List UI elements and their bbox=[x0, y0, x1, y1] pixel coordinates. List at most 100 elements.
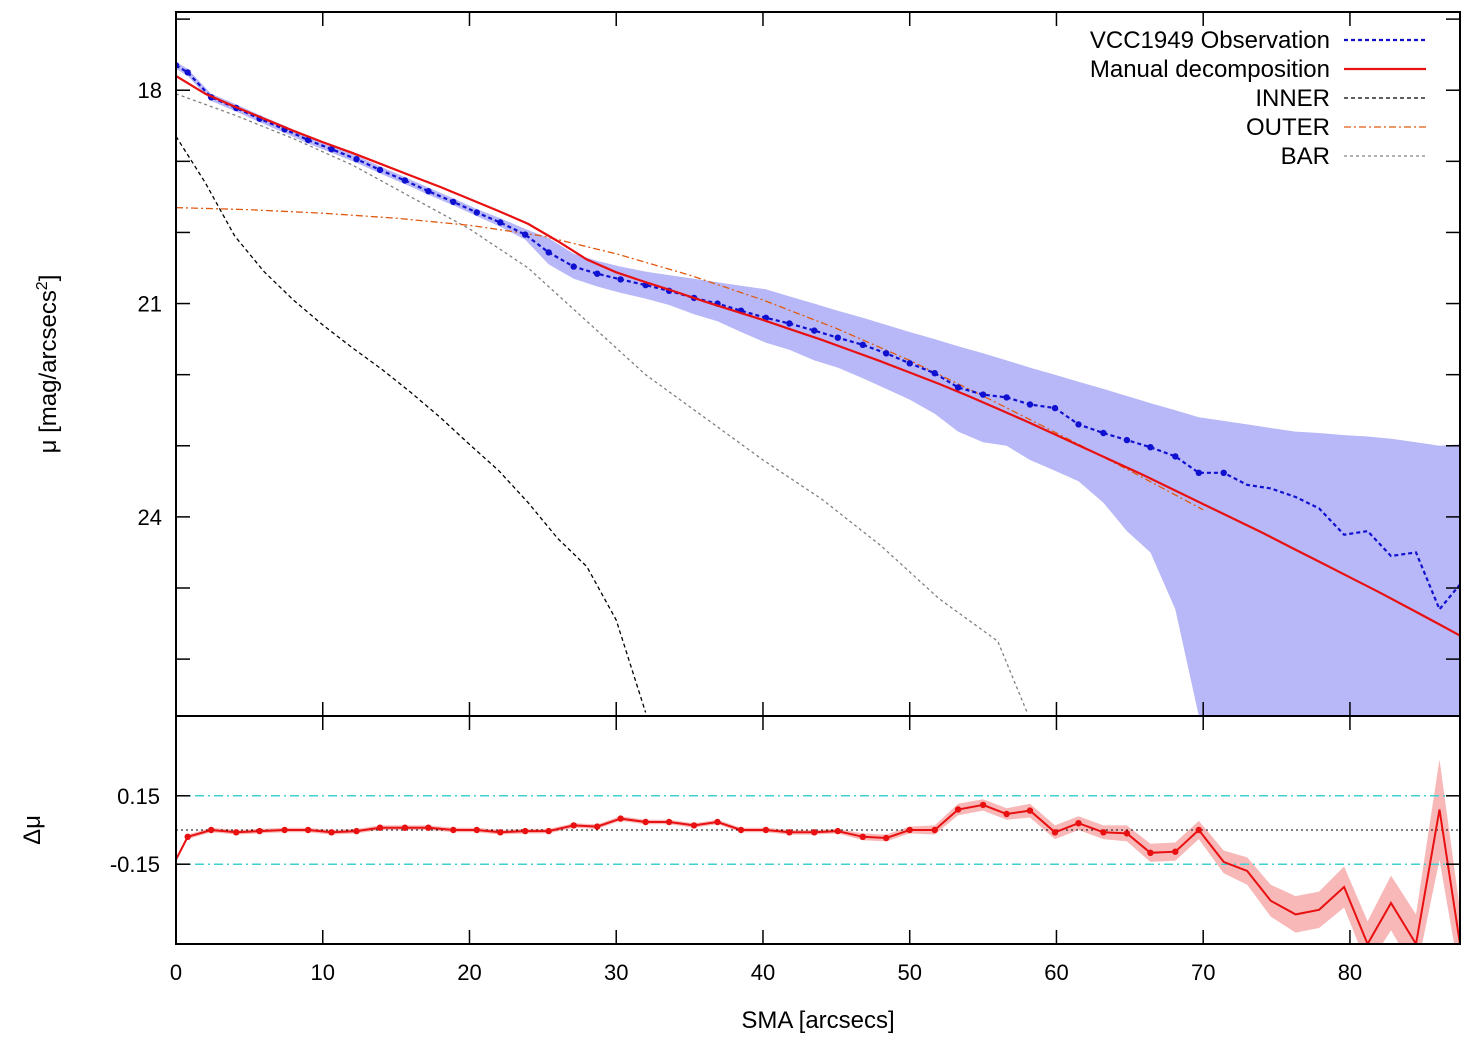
observation-point bbox=[1003, 394, 1010, 401]
x-tick-label: 40 bbox=[751, 960, 775, 985]
observation-point bbox=[834, 334, 841, 341]
observation-point bbox=[304, 136, 312, 144]
x-tick-label: 50 bbox=[897, 960, 921, 985]
residual-point bbox=[184, 833, 191, 840]
x-tick-label: 60 bbox=[1044, 960, 1068, 985]
observation-point bbox=[1100, 429, 1107, 437]
residual-point bbox=[690, 822, 698, 829]
residual-y-axis-label: Δμ bbox=[19, 815, 46, 845]
residual-point bbox=[545, 827, 552, 835]
residual-y-axis: 0.15 -0.15 bbox=[110, 784, 1460, 877]
residual-line bbox=[176, 803, 1460, 944]
main-y-axis-label-text: μ [mag/arcsecs bbox=[35, 290, 62, 453]
main-profile-panel: 18 21 24 μ [mag/arcsecs2] VCC1949 Observat… bbox=[34, 18, 1460, 716]
observation-point bbox=[617, 276, 624, 283]
residual-point bbox=[425, 824, 432, 831]
residual-y-tick-label: -0.15 bbox=[110, 852, 160, 877]
observation-point bbox=[425, 188, 432, 195]
residual-point bbox=[1100, 829, 1107, 836]
residual-point bbox=[1075, 820, 1082, 827]
residual-point bbox=[811, 829, 818, 836]
residual-point bbox=[883, 834, 890, 842]
observation-point bbox=[906, 360, 913, 367]
observation-point bbox=[401, 177, 409, 184]
main-y-axis-label: μ [mag/arcsecs2] bbox=[34, 275, 62, 454]
x-axis-label: SMA [arcsecs] bbox=[741, 1007, 894, 1034]
observation-point bbox=[353, 156, 360, 163]
residual-uncertainty-band bbox=[176, 759, 1460, 944]
x-tick-label: 70 bbox=[1191, 960, 1215, 985]
residual-point bbox=[450, 826, 457, 834]
observation-point bbox=[786, 320, 793, 327]
main-y-tick-label: 24 bbox=[138, 505, 162, 530]
residual-point bbox=[642, 818, 649, 826]
residual-point bbox=[859, 833, 866, 840]
outer-component-line bbox=[176, 206, 1204, 511]
main-y-axis: 18 21 24 bbox=[138, 18, 1460, 660]
residual-point bbox=[665, 818, 673, 826]
x-tick-label: 20 bbox=[457, 960, 481, 985]
observation-point bbox=[1147, 444, 1154, 451]
residual-point bbox=[256, 827, 263, 835]
residual-point bbox=[714, 818, 721, 826]
residual-point bbox=[617, 815, 624, 822]
inner-component-line bbox=[176, 136, 647, 713]
residual-point bbox=[762, 826, 770, 834]
observation-point bbox=[979, 391, 987, 398]
residual-point bbox=[233, 829, 240, 836]
observation-point bbox=[1026, 401, 1034, 408]
observation-point bbox=[473, 209, 480, 216]
residual-point bbox=[473, 826, 480, 834]
x-tick-label: 10 bbox=[311, 960, 335, 985]
residual-point bbox=[979, 801, 987, 809]
main-y-axis-label-tail: ] bbox=[35, 275, 62, 282]
residual-point bbox=[570, 822, 577, 829]
residual-point bbox=[931, 826, 938, 834]
x-tick-label: 0 bbox=[170, 960, 182, 985]
legend-label: BAR bbox=[1281, 143, 1330, 170]
residual-point bbox=[281, 826, 288, 834]
observation-uncertainty-band bbox=[176, 61, 1460, 716]
observation-point bbox=[1075, 421, 1082, 428]
residual-panel-frame bbox=[175, 715, 1461, 945]
residual-point bbox=[401, 824, 409, 831]
observation-point bbox=[931, 370, 938, 377]
residual-point bbox=[497, 829, 504, 836]
observation-point bbox=[1123, 436, 1131, 444]
legend-label: VCC1949 Observation bbox=[1090, 27, 1330, 54]
residual-point bbox=[522, 827, 529, 835]
residual-point bbox=[208, 826, 215, 834]
main-y-tick-label: 21 bbox=[138, 292, 162, 317]
main-plot-area bbox=[176, 61, 1460, 716]
residual-point bbox=[1147, 849, 1154, 856]
residual-point bbox=[594, 823, 601, 830]
residual-point bbox=[1172, 848, 1179, 855]
residual-point bbox=[1026, 807, 1034, 814]
residual-point bbox=[328, 829, 335, 836]
observation-point bbox=[545, 249, 552, 256]
residual-point bbox=[786, 829, 793, 836]
residual-point bbox=[1195, 826, 1203, 834]
observation-point bbox=[954, 384, 962, 391]
x-axis: 0 10 20 30 40 50 60 70 80 bbox=[170, 12, 1362, 985]
observation-point bbox=[1195, 469, 1203, 476]
residual-point bbox=[906, 826, 913, 834]
residual-panel: 0.15 -0.15 0 10 20 30 40 50 60 70 80 Δμ SMA [arcs… bbox=[19, 12, 1460, 1034]
observation-point bbox=[1051, 404, 1059, 412]
x-tick-label: 30 bbox=[604, 960, 628, 985]
observation-point bbox=[450, 198, 457, 206]
observation-point bbox=[522, 231, 529, 238]
residual-point bbox=[353, 827, 360, 835]
legend-label: Manual decomposition bbox=[1090, 56, 1330, 83]
main-y-tick-label: 18 bbox=[138, 78, 162, 103]
observation-point bbox=[811, 327, 818, 334]
observation-point bbox=[570, 263, 577, 270]
residual-point bbox=[834, 827, 841, 835]
residual-point bbox=[376, 824, 384, 831]
observation-point bbox=[594, 270, 601, 277]
observation-point bbox=[859, 341, 866, 348]
legend-label: OUTER bbox=[1246, 114, 1330, 141]
residual-point bbox=[1123, 830, 1131, 837]
